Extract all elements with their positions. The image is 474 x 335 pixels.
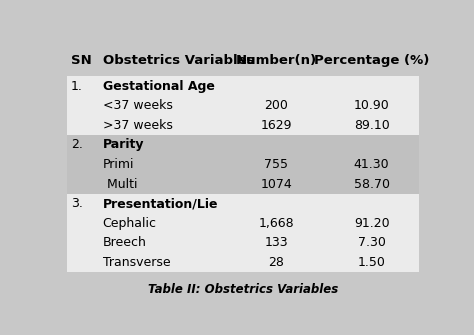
Text: 41.30: 41.30 xyxy=(354,158,390,171)
Bar xyxy=(66,253,419,272)
Text: Percentage (%): Percentage (%) xyxy=(314,54,429,67)
Text: 1.: 1. xyxy=(71,80,83,92)
Text: 133: 133 xyxy=(264,237,288,250)
Text: Primi: Primi xyxy=(103,158,134,171)
Text: 1,668: 1,668 xyxy=(259,217,294,230)
Bar xyxy=(66,45,419,76)
Text: 200: 200 xyxy=(264,99,288,112)
Bar xyxy=(66,194,419,213)
Text: 1629: 1629 xyxy=(261,119,292,132)
Text: 1.50: 1.50 xyxy=(358,256,385,269)
Text: 7.30: 7.30 xyxy=(358,237,385,250)
Text: Cephalic: Cephalic xyxy=(103,217,157,230)
Text: 2.: 2. xyxy=(71,138,83,151)
Text: 1074: 1074 xyxy=(261,178,292,191)
Text: Multi: Multi xyxy=(103,178,137,191)
Text: 10.90: 10.90 xyxy=(354,99,390,112)
Text: 89.10: 89.10 xyxy=(354,119,390,132)
Text: Parity: Parity xyxy=(103,138,144,151)
Text: Number(n): Number(n) xyxy=(236,54,317,67)
Bar xyxy=(66,135,419,155)
Text: Transverse: Transverse xyxy=(103,256,170,269)
Text: SN: SN xyxy=(71,54,92,67)
Text: 3.: 3. xyxy=(71,197,83,210)
Text: Gestational Age: Gestational Age xyxy=(103,80,215,92)
Text: Breech: Breech xyxy=(103,237,146,250)
Text: Obstetrics Variables: Obstetrics Variables xyxy=(103,54,254,67)
Bar xyxy=(66,174,419,194)
Bar xyxy=(66,96,419,116)
Bar xyxy=(66,233,419,253)
Text: 28: 28 xyxy=(268,256,284,269)
Text: 58.70: 58.70 xyxy=(354,178,390,191)
Text: <37 weeks: <37 weeks xyxy=(103,99,173,112)
Bar xyxy=(66,116,419,135)
Text: Table II: Obstetrics Variables: Table II: Obstetrics Variables xyxy=(148,283,338,295)
Bar xyxy=(66,76,419,96)
Text: Presentation/Lie: Presentation/Lie xyxy=(103,197,218,210)
Text: 91.20: 91.20 xyxy=(354,217,390,230)
Bar xyxy=(66,213,419,233)
Text: 755: 755 xyxy=(264,158,288,171)
Bar xyxy=(66,155,419,174)
Text: >37 weeks: >37 weeks xyxy=(103,119,173,132)
